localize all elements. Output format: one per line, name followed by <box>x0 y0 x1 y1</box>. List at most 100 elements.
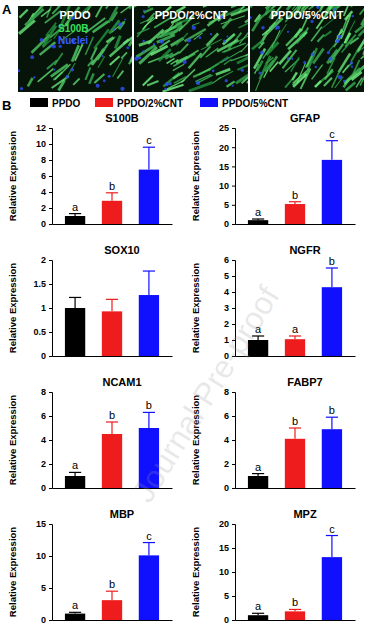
y-axis-line <box>232 393 236 489</box>
micrograph-nucleus <box>196 81 200 85</box>
bar <box>102 311 122 356</box>
y-tick-label: 2 <box>224 459 229 469</box>
micrograph-fiber <box>231 6 239 7</box>
y-tick-mark <box>49 284 52 285</box>
bar <box>285 611 305 620</box>
micrograph-fiber <box>292 72 297 80</box>
y-axis: 024681012 <box>36 123 53 229</box>
y-axis-title: Relative Expression <box>7 395 18 485</box>
micrograph-nucleus <box>338 75 342 79</box>
chart-title: S100B <box>105 112 139 124</box>
micrograph-nucleus <box>314 66 317 69</box>
micrograph-nucleus <box>258 71 261 74</box>
y-tick-label: 1.5 <box>33 279 46 289</box>
micrograph-nucleus <box>70 68 74 72</box>
y-tick-label: 5 <box>224 271 229 281</box>
significance-letter: b <box>109 180 115 192</box>
y-tick-mark <box>232 224 235 225</box>
micrograph-fiber <box>291 57 299 71</box>
y-tick: 0 <box>41 351 52 361</box>
micrograph-nucleus <box>241 69 244 72</box>
y-tick-label: 20 <box>219 143 229 153</box>
micrograph-fiber <box>85 67 90 80</box>
x-axis-line <box>53 224 173 225</box>
panel-label: B <box>2 98 11 113</box>
error-bar-cap <box>143 270 155 271</box>
significance-letter: a <box>255 461 262 473</box>
micrograph-nucleus <box>138 56 141 59</box>
y-tick: 0 <box>224 615 235 625</box>
micrograph-fiber <box>285 80 292 88</box>
micrograph-fiber <box>143 75 153 85</box>
legend-item: PPDO/5%CNT <box>200 98 288 109</box>
micrograph-nucleus <box>108 75 111 78</box>
bar <box>139 555 159 620</box>
y-tick-label: 6 <box>224 411 229 421</box>
y-tick: 1 <box>41 303 52 313</box>
y-tick-label: 0 <box>224 483 229 493</box>
micrograph-nucleus <box>192 26 196 30</box>
chart-title: MBP <box>110 508 134 520</box>
y-axis-title: Relative Expression <box>190 263 201 353</box>
micrograph-fiber <box>321 6 338 7</box>
plot-marks <box>248 417 342 488</box>
y-tick-label: 8 <box>41 155 46 165</box>
y-axis-line <box>49 261 53 357</box>
error-bar <box>148 543 149 556</box>
micrograph-fiber <box>308 48 317 69</box>
y-tick: 2 <box>41 203 52 213</box>
y-tick: 25 <box>219 123 235 133</box>
micrograph-fiber <box>245 12 248 23</box>
y-tick-label: 2 <box>41 255 46 265</box>
y-tick: 5 <box>224 271 235 281</box>
micrograph-fiber <box>346 62 352 69</box>
y-tick: 6 <box>224 411 235 421</box>
micrograph-fiber <box>344 67 364 84</box>
micrograph-fiber <box>345 35 356 47</box>
micrograph-nucleus <box>126 46 129 49</box>
micrograph-fiber <box>135 6 149 7</box>
error-bar-cap <box>289 609 301 610</box>
error-bar-cap <box>289 427 301 428</box>
y-tick: 4 <box>224 287 235 297</box>
y-axis-title: Relative Expression <box>190 527 201 617</box>
micrograph-fiber <box>346 82 355 90</box>
error-bar-cap <box>252 218 264 219</box>
error-bar <box>331 417 332 429</box>
bar <box>248 615 268 620</box>
y-tick-label: 0 <box>224 615 229 625</box>
y-tick-label: 4 <box>224 435 229 445</box>
y-axis-line <box>49 525 53 621</box>
micrograph-nucleus <box>338 35 342 39</box>
micrograph-nucleus <box>142 40 144 42</box>
significance-letter: a <box>72 599 79 611</box>
y-tick: 20 <box>219 143 235 153</box>
micrograph-nucleus <box>250 16 252 19</box>
chart-title: FABP7 <box>287 376 322 388</box>
micrograph-nucleus <box>134 57 138 61</box>
y-tick: 2 <box>41 255 52 265</box>
y-tick-label: 2 <box>41 203 46 213</box>
micrograph-nucleus <box>352 15 354 17</box>
significance-letter: c <box>146 134 152 146</box>
micrograph-fiber <box>110 56 120 65</box>
micrograph-nucleus <box>160 39 164 43</box>
y-tick: 2 <box>41 459 52 469</box>
y-tick-label: 1 <box>41 303 46 313</box>
error-bar-cap <box>326 417 338 418</box>
micrograph-fiber <box>334 33 344 47</box>
bar-chart: 024681012Relative ExpressionS100Babc <box>7 112 173 229</box>
stain-label: Nuclei <box>58 35 88 46</box>
micrograph-nucleus <box>143 10 145 12</box>
y-axis-line <box>49 129 53 225</box>
y-tick-label: 3 <box>224 303 229 313</box>
y-tick-mark <box>232 440 235 441</box>
micrograph-fiber <box>151 46 168 55</box>
y-axis: 00.511.52 <box>33 255 52 361</box>
legend-swatch <box>200 98 218 107</box>
error-bar-cap <box>106 299 118 300</box>
y-tick: 10 <box>36 139 52 149</box>
legend-label: PPDO <box>52 98 81 109</box>
micrograph-nucleus <box>311 52 315 56</box>
micrograph-fiber <box>91 47 97 59</box>
